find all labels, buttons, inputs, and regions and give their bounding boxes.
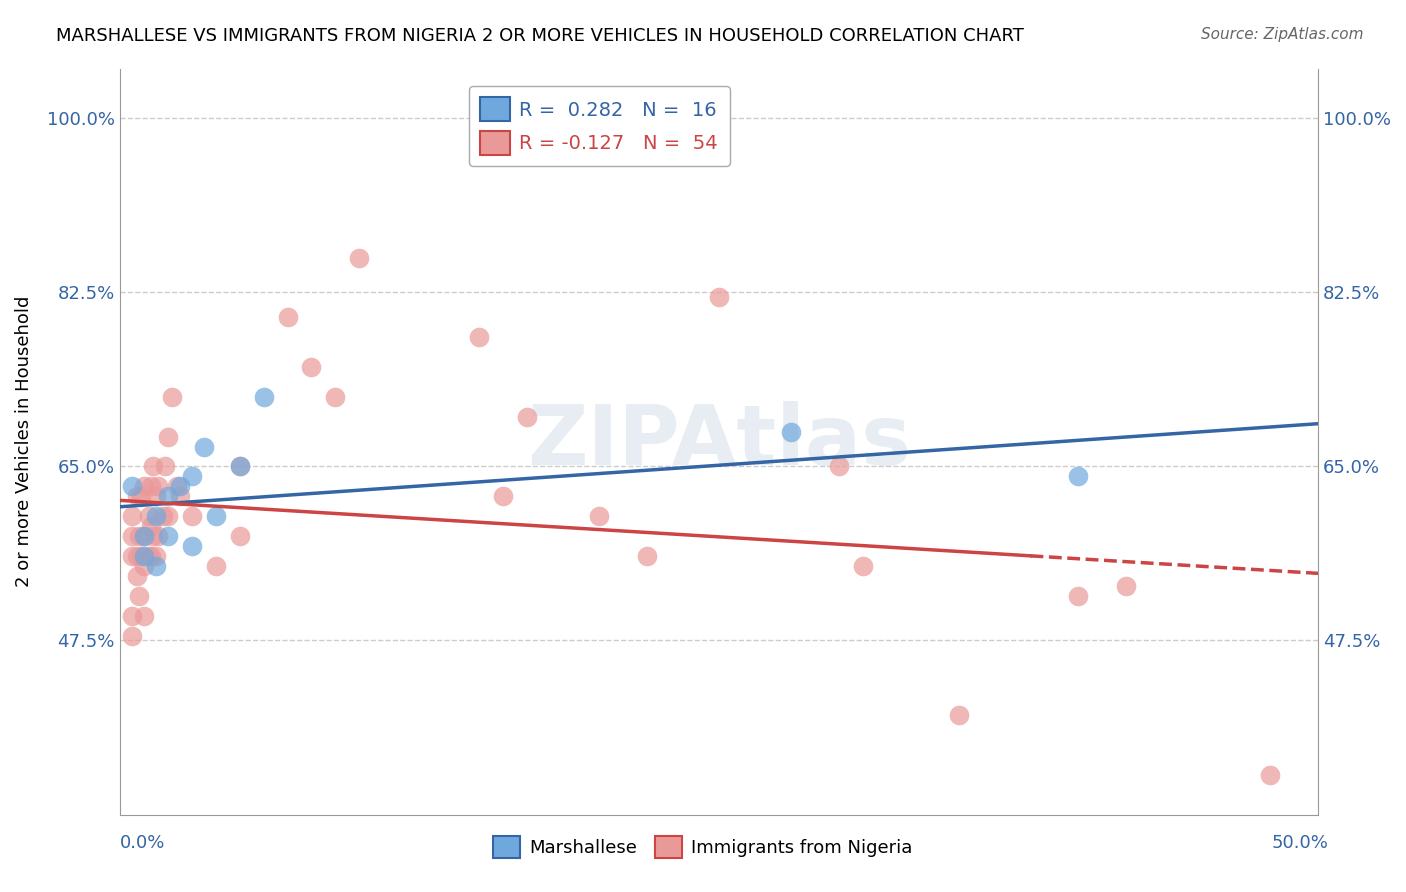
- Point: [128, 529, 150, 543]
- Point: [169, 479, 191, 493]
- Point: [145, 558, 167, 573]
- Text: ZIPAtlas: ZIPAtlas: [527, 401, 911, 482]
- Point: [228, 529, 250, 543]
- Point: [131, 549, 153, 563]
- Point: [156, 509, 179, 524]
- Point: [121, 608, 143, 623]
- Point: [1067, 589, 1090, 603]
- Point: [128, 589, 150, 603]
- Point: [121, 628, 143, 642]
- Point: [121, 509, 143, 524]
- Text: 0.0%: 0.0%: [120, 834, 165, 852]
- Point: [142, 529, 165, 543]
- Point: [132, 558, 155, 573]
- Point: [276, 310, 298, 325]
- Point: [131, 489, 153, 503]
- Point: [145, 509, 167, 524]
- Point: [180, 509, 202, 524]
- Point: [145, 549, 167, 563]
- Point: [138, 509, 160, 524]
- Point: [228, 459, 250, 474]
- Point: [204, 558, 226, 573]
- Point: [155, 459, 177, 474]
- Point: [828, 459, 851, 474]
- Point: [152, 509, 174, 524]
- Point: [166, 479, 188, 493]
- Point: [146, 479, 169, 493]
- Point: [125, 549, 148, 563]
- Text: MARSHALLESE VS IMMIGRANTS FROM NIGERIA 2 OR MORE VEHICLES IN HOUSEHOLD CORRELATI: MARSHALLESE VS IMMIGRANTS FROM NIGERIA 2…: [56, 27, 1024, 45]
- Point: [1115, 579, 1137, 593]
- Point: [162, 390, 184, 404]
- Point: [138, 549, 160, 563]
- Point: [180, 469, 202, 483]
- Point: [588, 509, 610, 524]
- Point: [492, 489, 515, 503]
- Point: [145, 489, 167, 503]
- Y-axis label: 2 or more Vehicles in Household: 2 or more Vehicles in Household: [15, 296, 32, 587]
- Point: [132, 608, 155, 623]
- Point: [156, 529, 179, 543]
- Point: [252, 390, 274, 404]
- Point: [325, 390, 347, 404]
- Point: [125, 489, 148, 503]
- Point: [132, 529, 155, 543]
- Point: [349, 251, 371, 265]
- Point: [139, 549, 162, 563]
- Point: [125, 569, 148, 583]
- Point: [852, 558, 875, 573]
- Point: [121, 479, 143, 493]
- Point: [139, 519, 162, 533]
- Point: [132, 549, 155, 563]
- Point: [636, 549, 658, 563]
- Point: [948, 708, 970, 723]
- Point: [468, 330, 491, 344]
- Point: [193, 440, 215, 454]
- Point: [707, 290, 730, 304]
- Text: 50.0%: 50.0%: [1272, 834, 1329, 852]
- Point: [204, 509, 226, 524]
- Point: [156, 489, 179, 503]
- Legend: Marshallese, Immigrants from Nigeria: Marshallese, Immigrants from Nigeria: [486, 829, 920, 865]
- Point: [180, 539, 202, 553]
- Point: [1258, 768, 1281, 782]
- Point: [169, 489, 191, 503]
- Legend: R =  0.282   N =  16, R = -0.127   N =  54: R = 0.282 N = 16, R = -0.127 N = 54: [468, 86, 730, 166]
- Point: [1067, 469, 1090, 483]
- Point: [142, 459, 165, 474]
- Point: [301, 359, 323, 374]
- Point: [228, 459, 250, 474]
- Point: [156, 429, 179, 443]
- Point: [132, 479, 155, 493]
- Point: [146, 529, 169, 543]
- Point: [121, 549, 143, 563]
- Point: [779, 425, 801, 439]
- Point: [516, 409, 538, 424]
- Point: [132, 529, 155, 543]
- Text: Source: ZipAtlas.com: Source: ZipAtlas.com: [1201, 27, 1364, 42]
- Point: [121, 529, 143, 543]
- Point: [139, 479, 162, 493]
